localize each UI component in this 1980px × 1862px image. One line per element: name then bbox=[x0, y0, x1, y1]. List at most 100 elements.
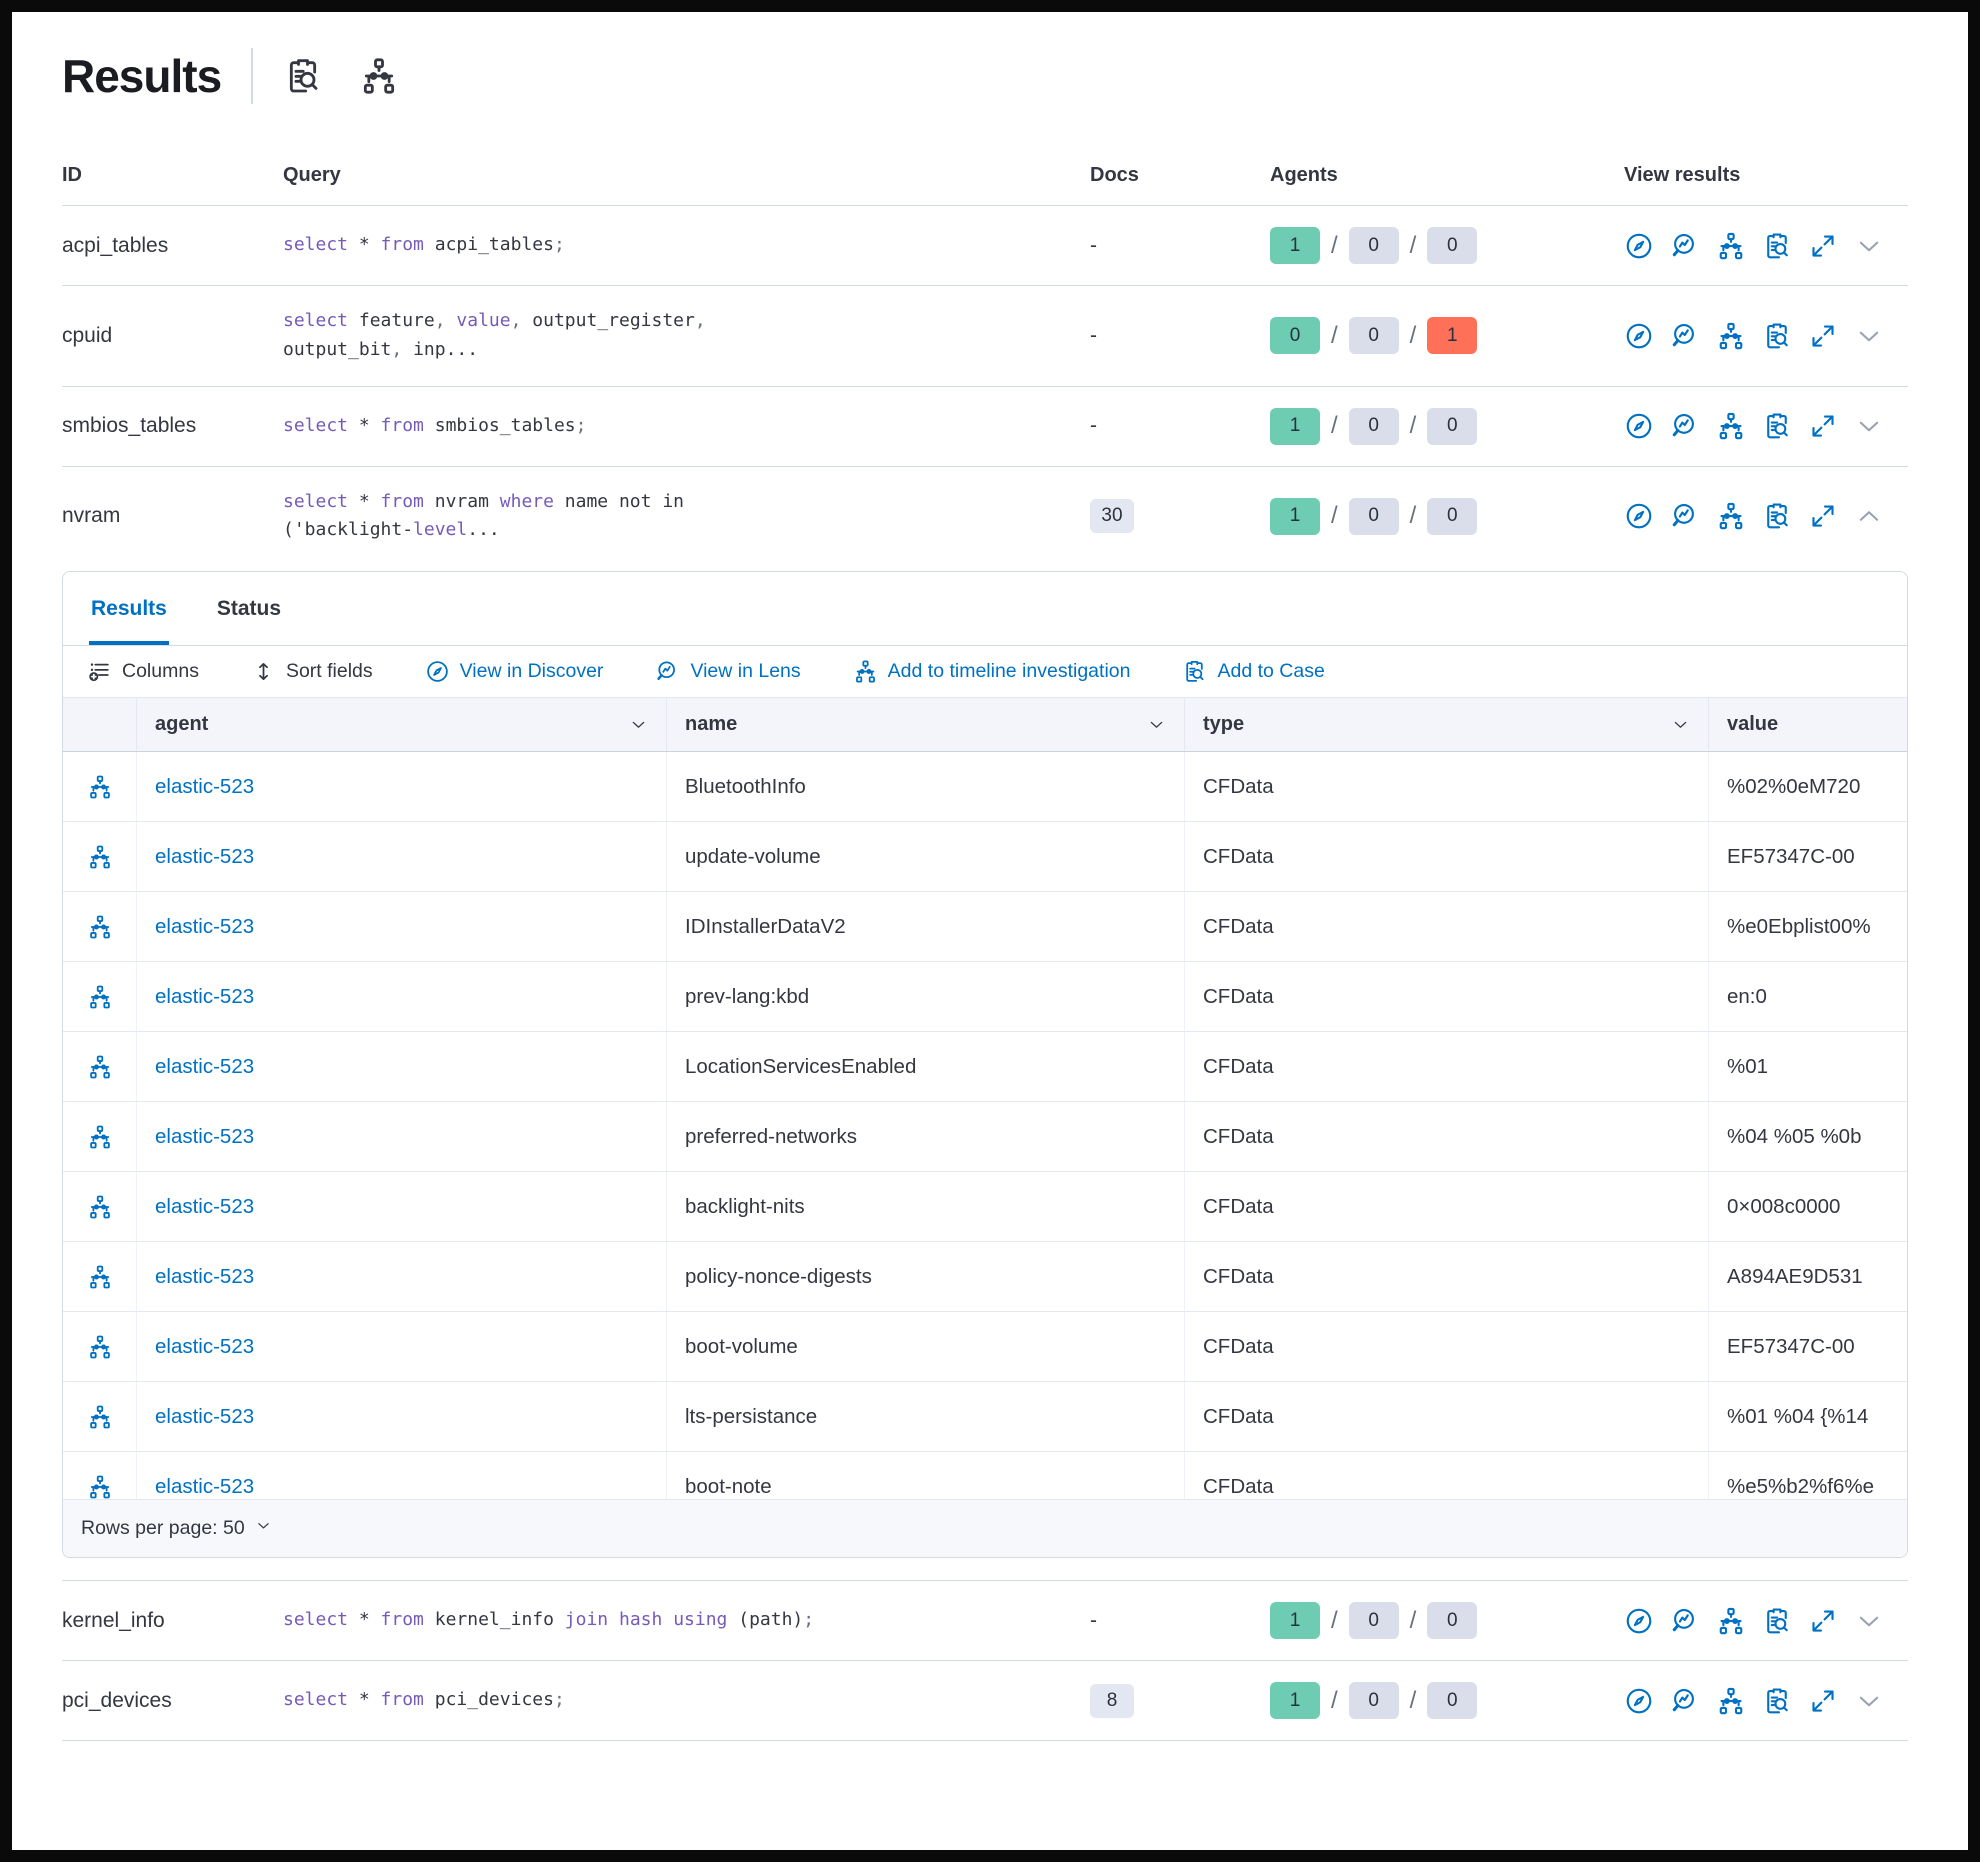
view-in-lens-button[interactable] bbox=[1670, 501, 1700, 531]
result-row: elastic-523BluetoothInfoCFData%02%0eM720 bbox=[63, 752, 1907, 822]
expand-results-button[interactable] bbox=[1808, 411, 1838, 441]
cell-type: CFData bbox=[1185, 1312, 1709, 1381]
agent-link[interactable]: elastic-523 bbox=[155, 845, 254, 869]
expand-results-button[interactable] bbox=[1808, 321, 1838, 351]
agent-link[interactable]: elastic-523 bbox=[155, 1265, 254, 1289]
collapse-row-button[interactable] bbox=[1854, 501, 1884, 531]
row-actions-cell[interactable] bbox=[63, 822, 137, 891]
cell-agent: elastic-523 bbox=[137, 1452, 667, 1499]
toolbar-add-to-timeline-investigation-button[interactable]: Add to timeline investigation bbox=[847, 658, 1137, 685]
slash-separator: / bbox=[1410, 412, 1417, 440]
grid-header-agent[interactable]: agent bbox=[137, 698, 667, 751]
toolbar-add-to-case-button[interactable]: Add to Case bbox=[1176, 658, 1330, 685]
expand-row-button[interactable] bbox=[1854, 1606, 1884, 1636]
add-to-timeline-button[interactable] bbox=[1716, 321, 1746, 351]
add-to-case-button[interactable] bbox=[1762, 1686, 1792, 1716]
expand-row-button[interactable] bbox=[1854, 231, 1884, 261]
slash-separator: / bbox=[1331, 1607, 1338, 1635]
row-actions-cell[interactable] bbox=[63, 1312, 137, 1381]
expand-row-button[interactable] bbox=[1854, 411, 1884, 441]
tab-status[interactable]: Status bbox=[215, 572, 283, 645]
expand-results-button[interactable] bbox=[1808, 1686, 1838, 1716]
agents-success-badge: 1 bbox=[1270, 408, 1320, 445]
slash-separator: / bbox=[1331, 232, 1338, 260]
row-actions-cell[interactable] bbox=[63, 1032, 137, 1101]
slash-separator: / bbox=[1410, 322, 1417, 350]
cell-agent: elastic-523 bbox=[137, 822, 667, 891]
add-to-case-button[interactable] bbox=[1762, 501, 1792, 531]
agent-link[interactable]: elastic-523 bbox=[155, 1055, 254, 1079]
view-in-discover-icon bbox=[1624, 1686, 1654, 1716]
expand-row-button[interactable] bbox=[1854, 1686, 1884, 1716]
view-in-lens-button[interactable] bbox=[1670, 411, 1700, 441]
add-to-timeline-button[interactable] bbox=[1716, 1686, 1746, 1716]
row-actions-cell[interactable] bbox=[63, 892, 137, 961]
row-actions-cell[interactable] bbox=[63, 752, 137, 821]
toolbar-view-in-lens-button[interactable]: View in Lens bbox=[649, 658, 806, 685]
row-actions-cell[interactable] bbox=[63, 1382, 137, 1451]
agent-link[interactable]: elastic-523 bbox=[155, 1195, 254, 1219]
expand-results-button[interactable] bbox=[1808, 1606, 1838, 1636]
add-to-timeline-button[interactable] bbox=[1716, 1606, 1746, 1636]
agent-link[interactable]: elastic-523 bbox=[155, 1335, 254, 1359]
agent-link[interactable]: elastic-523 bbox=[155, 775, 254, 799]
toolbar-columns-button[interactable]: Columns bbox=[81, 658, 205, 685]
agent-link[interactable]: elastic-523 bbox=[155, 1475, 254, 1499]
row-actions-cell[interactable] bbox=[63, 962, 137, 1031]
row-actions-cell[interactable] bbox=[63, 1102, 137, 1171]
add-to-timeline-button[interactable] bbox=[1716, 501, 1746, 531]
expand-results-button[interactable] bbox=[1808, 501, 1838, 531]
view-in-lens-button[interactable] bbox=[1670, 1606, 1700, 1636]
rows-per-page-control[interactable]: Rows per page: 50 bbox=[63, 1499, 1907, 1557]
grid-header-name[interactable]: name bbox=[667, 698, 1185, 751]
view-in-discover-button[interactable] bbox=[1624, 321, 1654, 351]
toolbar-sort-fields-button[interactable]: Sort fields bbox=[245, 658, 379, 685]
pack-queries-button[interactable] bbox=[359, 56, 399, 96]
cell-agent: elastic-523 bbox=[137, 1102, 667, 1171]
view-in-discover-button[interactable] bbox=[1624, 1686, 1654, 1716]
row-actions-cell[interactable] bbox=[63, 1242, 137, 1311]
add-to-case-button[interactable] bbox=[1762, 411, 1792, 441]
agents-failed-badge: 0 bbox=[1427, 408, 1477, 445]
expand-results-icon bbox=[1808, 501, 1838, 531]
page-title: Results bbox=[62, 49, 221, 103]
view-in-discover-button[interactable] bbox=[1624, 1606, 1654, 1636]
add-to-timeline-button[interactable] bbox=[1716, 231, 1746, 261]
cell-value: EF57347C-00 bbox=[1709, 822, 1907, 891]
docs-count: - bbox=[1090, 234, 1270, 258]
view-in-discover-button[interactable] bbox=[1624, 501, 1654, 531]
docs-count: 30 bbox=[1090, 499, 1270, 533]
grid-header-type[interactable]: type bbox=[1185, 698, 1709, 751]
cell-value: %04 %05 %0b bbox=[1709, 1102, 1907, 1171]
row-actions-cell[interactable] bbox=[63, 1172, 137, 1241]
view-in-lens-button[interactable] bbox=[1670, 1686, 1700, 1716]
agent-link[interactable]: elastic-523 bbox=[155, 915, 254, 939]
view-in-lens-button[interactable] bbox=[1670, 231, 1700, 261]
view-in-discover-button[interactable] bbox=[1624, 411, 1654, 441]
agent-link[interactable]: elastic-523 bbox=[155, 1405, 254, 1429]
agent-link[interactable]: elastic-523 bbox=[155, 985, 254, 1009]
results-report-button[interactable] bbox=[283, 56, 323, 96]
add-to-case-button[interactable] bbox=[1762, 231, 1792, 261]
view-in-discover-button[interactable] bbox=[1624, 231, 1654, 261]
expand-row-button[interactable] bbox=[1854, 321, 1884, 351]
toolbar-label: Add to timeline investigation bbox=[888, 660, 1131, 683]
add-to-case-button[interactable] bbox=[1762, 321, 1792, 351]
agents-status: 1/0/0 bbox=[1270, 1682, 1624, 1719]
cell-name: IDInstallerDataV2 bbox=[667, 892, 1185, 961]
row-actions-cell[interactable] bbox=[63, 1452, 137, 1499]
agents-pending-badge: 0 bbox=[1349, 498, 1399, 535]
expand-results-button[interactable] bbox=[1808, 231, 1838, 261]
grid-header-value[interactable]: value bbox=[1709, 698, 1907, 751]
expand-results-icon bbox=[1808, 231, 1838, 261]
agent-link[interactable]: elastic-523 bbox=[155, 1125, 254, 1149]
result-row: elastic-523backlight-nitsCFData0×008c000… bbox=[63, 1172, 1907, 1242]
view-in-discover-icon bbox=[1624, 411, 1654, 441]
add-to-case-button[interactable] bbox=[1762, 1606, 1792, 1636]
toolbar-view-in-discover-button[interactable]: View in Discover bbox=[419, 658, 610, 685]
cell-agent: elastic-523 bbox=[137, 1242, 667, 1311]
tab-results[interactable]: Results bbox=[89, 572, 169, 645]
add-to-timeline-button[interactable] bbox=[1716, 411, 1746, 441]
expand-results-icon bbox=[1808, 411, 1838, 441]
view-in-lens-button[interactable] bbox=[1670, 321, 1700, 351]
